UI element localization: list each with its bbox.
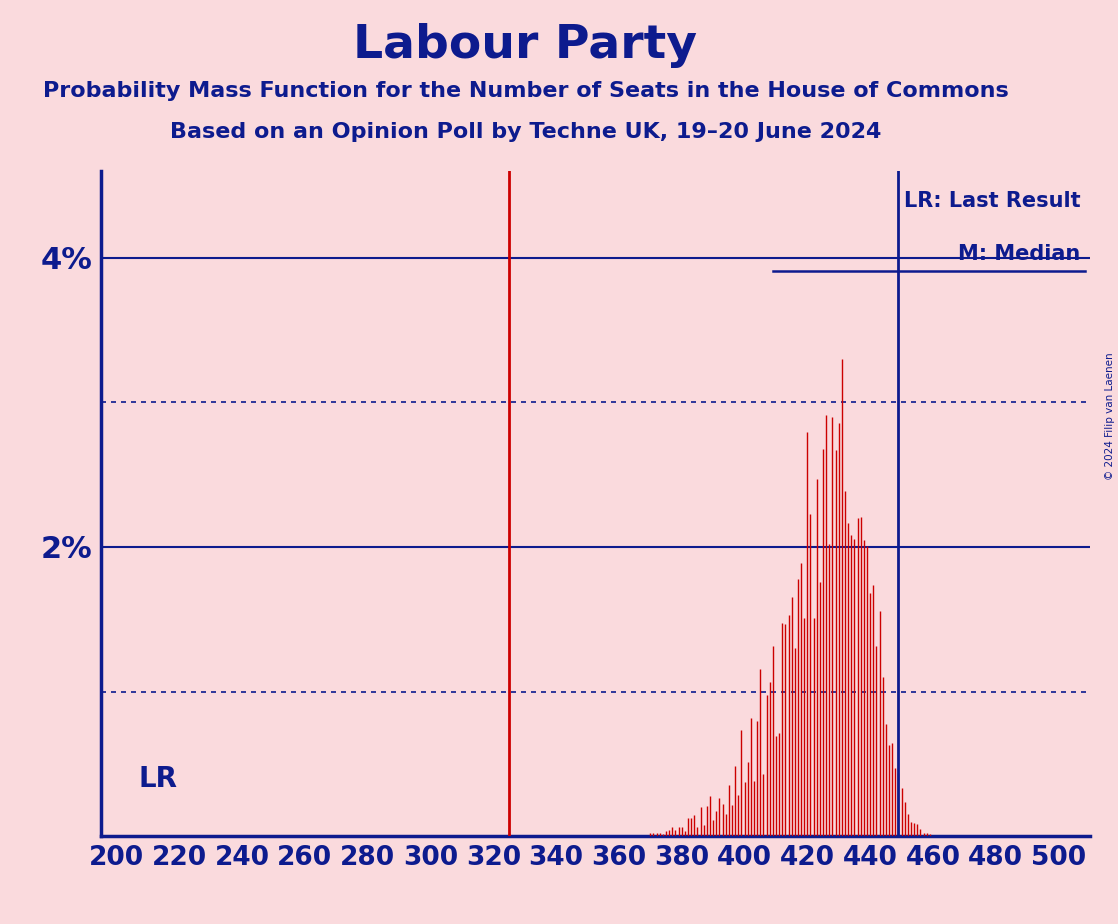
Text: Labour Party: Labour Party <box>353 23 698 68</box>
Text: LR: LR <box>139 765 178 793</box>
Text: Probability Mass Function for the Number of Seats in the House of Commons: Probability Mass Function for the Number… <box>42 81 1008 102</box>
Text: M: Median: M: Median <box>958 244 1080 264</box>
Text: Based on an Opinion Poll by Techne UK, 19–20 June 2024: Based on an Opinion Poll by Techne UK, 1… <box>170 122 881 142</box>
Text: LR: Last Result: LR: Last Result <box>903 191 1080 211</box>
Text: © 2024 Filip van Laenen: © 2024 Filip van Laenen <box>1106 352 1115 480</box>
